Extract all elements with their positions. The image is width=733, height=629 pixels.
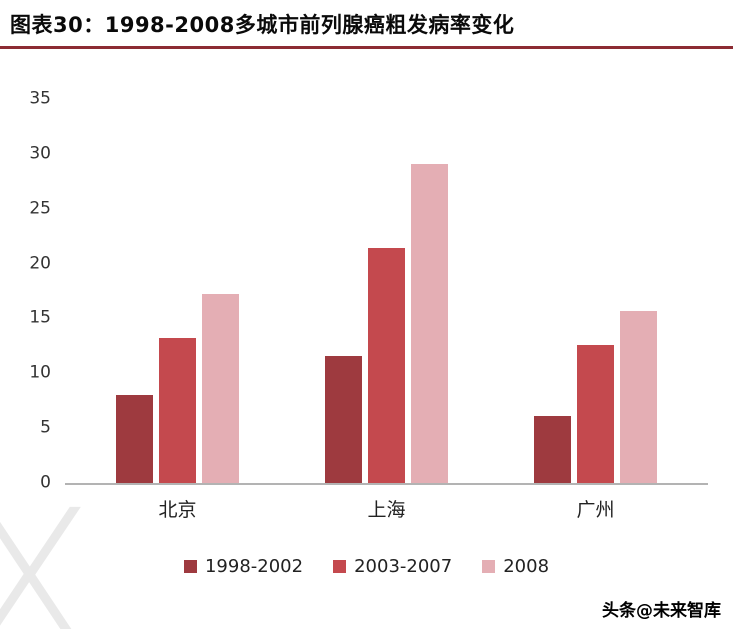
legend-label: 2008 xyxy=(503,556,550,577)
legend-swatch xyxy=(333,560,347,573)
y-tick-10: 10 xyxy=(29,362,51,383)
bar-group-北京 xyxy=(116,99,239,483)
legend-label: 2003-2007 xyxy=(354,556,453,577)
bar-2008 xyxy=(202,294,239,483)
x-label-北京: 北京 xyxy=(158,499,197,521)
x-label-上海: 上海 xyxy=(367,499,406,521)
y-tick-0: 0 xyxy=(40,472,51,493)
bar-group-广州 xyxy=(534,99,657,483)
bar-2003-2007 xyxy=(577,344,614,483)
legend-swatch xyxy=(183,560,197,573)
chart-legend: 1998-2002 2003-2007 2008 xyxy=(0,556,733,577)
legend-item-2003-2007: 2003-2007 xyxy=(333,556,452,577)
y-tick-5: 5 xyxy=(40,417,51,438)
y-tick-15: 15 xyxy=(29,307,51,328)
bar-group-上海 xyxy=(325,99,448,483)
y-tick-25: 25 xyxy=(29,198,51,219)
bar-1998-2002 xyxy=(325,355,362,483)
bar-2003-2007 xyxy=(368,248,405,483)
plot-area: 0 5 10 15 20 25 30 35 xyxy=(29,90,708,491)
legend-item-2008: 2008 xyxy=(482,556,549,577)
source-watermark: 头条@未来智库 xyxy=(602,601,721,621)
bar-groups xyxy=(65,99,708,483)
bar-2003-2007 xyxy=(159,338,196,483)
bar-1998-2002 xyxy=(534,416,571,483)
chart-title: 图表30：1998-2008多城市前列腺癌粗发病率变化 xyxy=(10,13,515,37)
y-tick-30: 30 xyxy=(29,143,51,164)
legend-item-1998-2002: 1998-2002 xyxy=(183,556,304,577)
y-tick-35: 35 xyxy=(29,88,51,109)
legend-swatch xyxy=(482,560,496,573)
y-tick-20: 20 xyxy=(29,253,51,274)
bar-2008 xyxy=(411,163,448,483)
x-label-广州: 广州 xyxy=(576,499,615,521)
bar-1998-2002 xyxy=(116,395,153,483)
x-axis-labels: 北京 上海 广州 xyxy=(65,495,708,522)
bar-2008 xyxy=(620,310,657,483)
legend-label: 1998-2002 xyxy=(204,556,304,577)
title-underline xyxy=(0,46,733,49)
